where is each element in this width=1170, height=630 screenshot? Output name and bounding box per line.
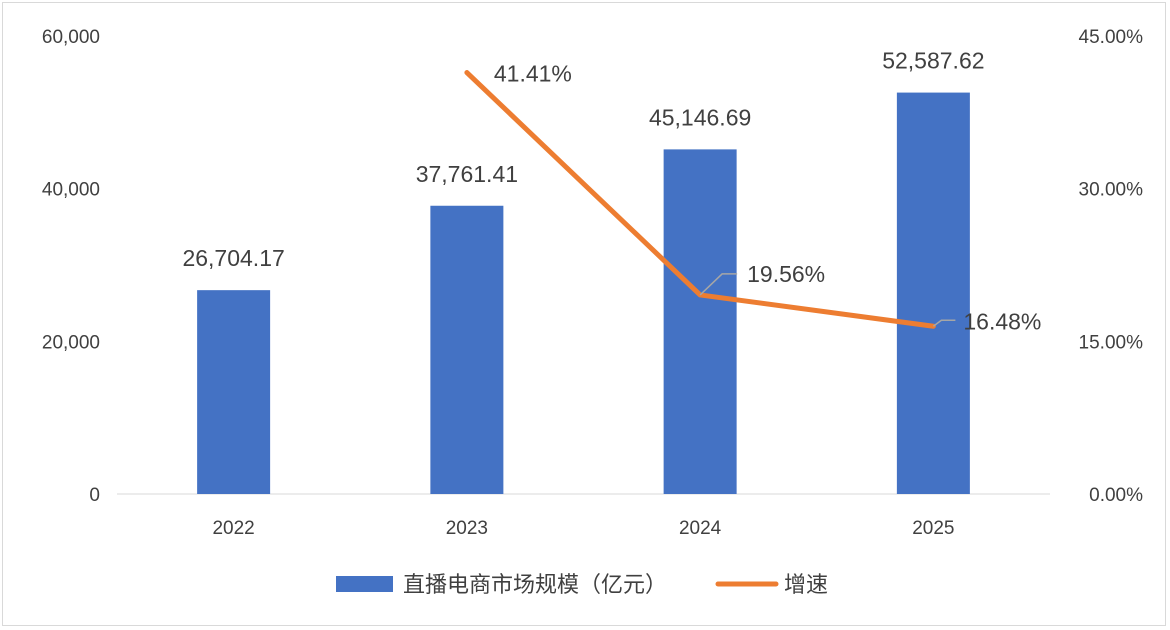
leader-line [932, 319, 956, 327]
left-axis-tick-label: 60,000 [42, 27, 100, 48]
bar-data-label: 52,587.62 [882, 48, 984, 74]
bar-2022 [197, 290, 271, 494]
right-axis-tick-label: 45.00% [1079, 27, 1144, 48]
legend-bar-swatch [336, 576, 393, 592]
left-axis-tick-label: 20,000 [42, 332, 100, 353]
x-axis-tick-label: 2022 [212, 518, 254, 539]
left-axis-tick-label: 0 [89, 485, 100, 506]
right-axis-tick-label: 15.00% [1079, 332, 1144, 353]
x-axis-tick-label: 2023 [446, 518, 488, 539]
line-data-label: 19.56% [747, 261, 825, 287]
right-axis-tick-label: 30.00% [1079, 180, 1144, 201]
bar-data-label: 37,761.41 [416, 161, 518, 187]
bar-2024 [663, 149, 737, 495]
legend-label-growth: 增速 [784, 572, 828, 597]
x-axis-tick-label: 2024 [679, 518, 722, 539]
line-data-label: 41.41% [494, 61, 572, 87]
left-axis-tick-label: 40,000 [42, 180, 100, 201]
line-data-label: 16.48% [963, 308, 1041, 334]
legend-label-market-size: 直播电商市场规模（亿元） [403, 572, 667, 597]
bar-2025 [896, 92, 970, 494]
x-axis-tick-label: 2025 [912, 518, 954, 539]
leader-line [699, 273, 738, 296]
bar-data-label: 45,146.69 [649, 104, 751, 130]
bar-data-label: 26,704.17 [182, 245, 284, 271]
bar-2023 [430, 205, 504, 494]
right-axis-tick-label: 0.00% [1089, 485, 1143, 506]
